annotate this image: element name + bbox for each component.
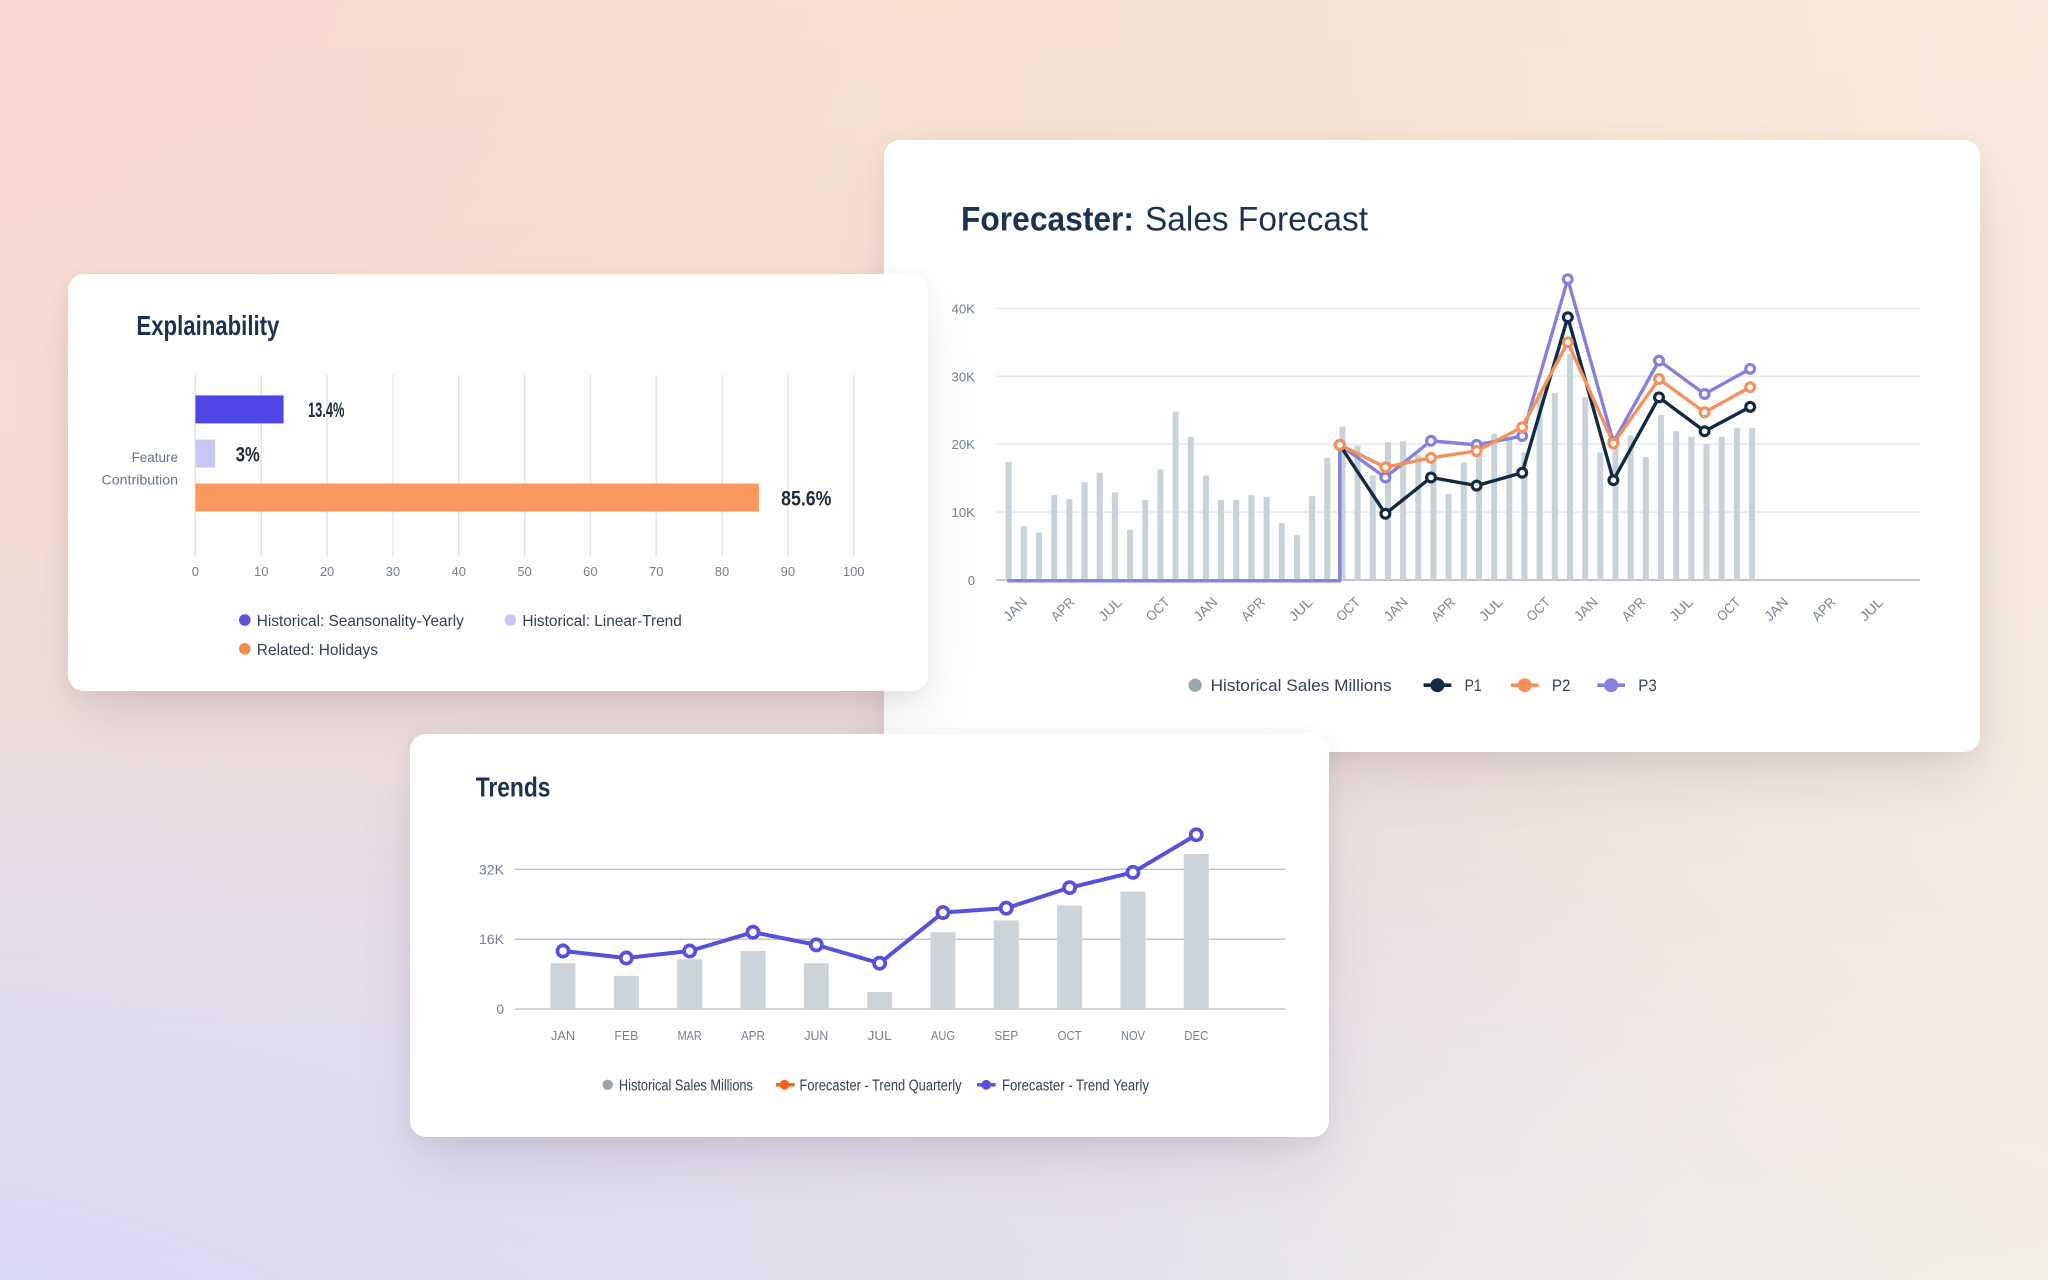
svg-text:MAR: MAR	[678, 1028, 702, 1043]
svg-text:Contribution: Contribution	[102, 472, 179, 488]
svg-text:APR: APR	[1238, 594, 1268, 624]
svg-text:JAN: JAN	[1190, 594, 1220, 624]
svg-text:JUL: JUL	[1856, 594, 1887, 625]
svg-text:P1: P1	[1465, 676, 1482, 695]
svg-text:JUL: JUL	[1475, 594, 1506, 625]
svg-text:20: 20	[320, 564, 334, 579]
svg-text:10: 10	[254, 564, 268, 579]
svg-text:16K: 16K	[479, 932, 504, 947]
svg-text:13.4%: 13.4%	[308, 398, 345, 422]
svg-text:JAN: JAN	[1761, 594, 1791, 624]
svg-text:70: 70	[649, 564, 663, 579]
svg-text:Forecaster - Trend Yearly: Forecaster - Trend Yearly	[1002, 1077, 1149, 1094]
svg-text:Explainability: Explainability	[136, 310, 279, 341]
svg-text:85.6%: 85.6%	[781, 487, 831, 511]
svg-text:90: 90	[781, 564, 795, 579]
svg-text:80: 80	[715, 564, 729, 579]
svg-text:3%: 3%	[236, 443, 260, 467]
svg-text:DEC: DEC	[1184, 1028, 1208, 1043]
svg-text:Historical Sales Millions: Historical Sales Millions	[1211, 676, 1392, 695]
svg-text:Related: Holidays: Related: Holidays	[257, 642, 378, 659]
svg-text:JAN: JAN	[1571, 594, 1601, 624]
svg-text:APR: APR	[1047, 594, 1077, 624]
svg-text:0: 0	[968, 573, 975, 588]
svg-text:JUL: JUL	[868, 1028, 892, 1043]
svg-text:30K: 30K	[952, 369, 976, 384]
svg-text:Trends: Trends	[476, 772, 551, 803]
svg-text:NOV: NOV	[1121, 1028, 1145, 1043]
svg-text:60: 60	[583, 564, 597, 579]
svg-text:Feature: Feature	[132, 449, 179, 465]
svg-text:OCT: OCT	[1713, 594, 1744, 625]
svg-text:P2: P2	[1552, 676, 1571, 695]
svg-text:Historical Sales Millions: Historical Sales Millions	[619, 1077, 753, 1094]
svg-text:0: 0	[192, 564, 199, 579]
svg-text:JUL: JUL	[1095, 594, 1126, 625]
svg-text:APR: APR	[741, 1028, 765, 1043]
svg-text:JAN: JAN	[1000, 594, 1030, 624]
svg-text:0: 0	[496, 1002, 504, 1017]
svg-text:APR: APR	[1428, 594, 1458, 624]
svg-text:APR: APR	[1618, 594, 1648, 624]
svg-text:JAN: JAN	[551, 1028, 575, 1043]
svg-text:40K: 40K	[952, 301, 976, 316]
svg-text:OCT: OCT	[1058, 1028, 1082, 1043]
svg-text:10K: 10K	[952, 505, 976, 520]
svg-text:Sales Forecast: Sales Forecast	[1145, 201, 1369, 239]
svg-text:50: 50	[517, 564, 531, 579]
svg-text:Forecaster - Trend Quarterly: Forecaster - Trend Quarterly	[800, 1077, 962, 1094]
svg-text:Forecaster:: Forecaster:	[961, 201, 1134, 239]
svg-text:20K: 20K	[952, 437, 976, 452]
svg-text:JUL: JUL	[1285, 594, 1316, 625]
svg-text:OCT: OCT	[1142, 594, 1173, 625]
svg-text:SEP: SEP	[994, 1028, 1018, 1043]
svg-text:JUN: JUN	[804, 1028, 828, 1043]
svg-text:40: 40	[451, 564, 465, 579]
svg-text:APR: APR	[1808, 594, 1838, 624]
svg-text:OCT: OCT	[1523, 594, 1554, 625]
svg-text:32K: 32K	[479, 862, 504, 877]
svg-text:FEB: FEB	[614, 1028, 638, 1043]
svg-text:OCT: OCT	[1333, 594, 1364, 625]
svg-text:Historical: Linear-Trend: Historical: Linear-Trend	[522, 613, 681, 630]
svg-text:30: 30	[386, 564, 400, 579]
svg-text:JAN: JAN	[1380, 594, 1410, 624]
svg-text:P3: P3	[1638, 676, 1657, 695]
svg-text:JUL: JUL	[1666, 594, 1697, 625]
svg-text:100: 100	[843, 564, 865, 579]
svg-text:Historical: Seansonality-Yearl: Historical: Seansonality-Yearly	[257, 613, 464, 630]
svg-text:AUG: AUG	[931, 1028, 955, 1043]
